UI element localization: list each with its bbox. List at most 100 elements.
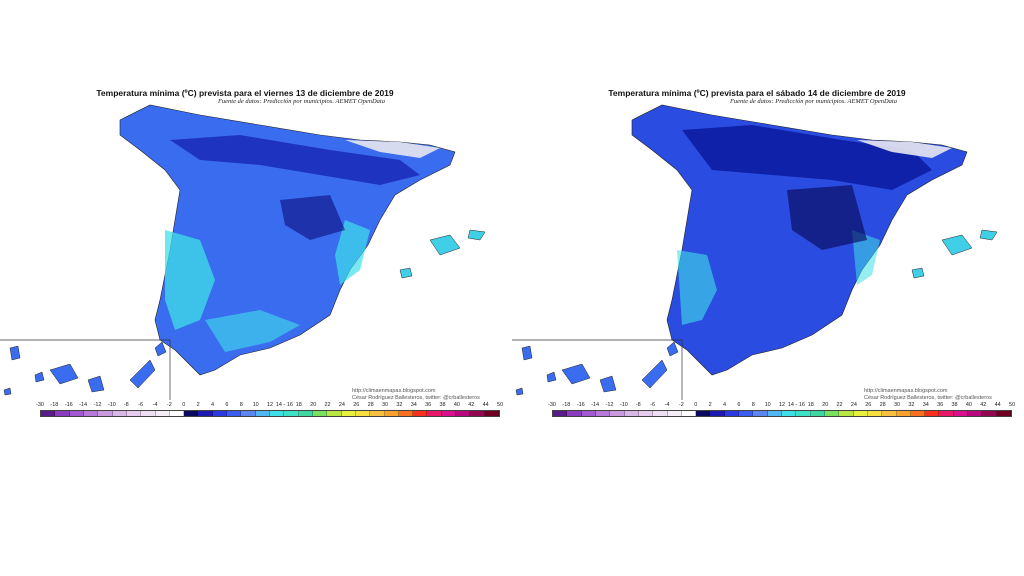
legend-tick-label: 28 (879, 402, 886, 408)
cyan-zone-east (335, 220, 370, 285)
legend-color-swatch (853, 411, 868, 416)
legend-color-swatch (696, 411, 711, 416)
canary-islands (515, 341, 679, 396)
legend-color-swatch (810, 411, 825, 416)
legend-color-swatch (767, 411, 782, 416)
balearic-islands (399, 229, 486, 279)
legend-tick-label: 26 (865, 402, 872, 408)
legend-tick-label: -10 (107, 402, 116, 408)
source-text: Fuente de datos: Predicción por municipi… (217, 98, 385, 105)
legend-tick-label: -12 (93, 402, 102, 408)
temperature-map-saturday (512, 104, 998, 400)
legend-color-swatch (739, 411, 754, 416)
legend-color-swatch (595, 411, 611, 416)
legend-color-swatch (327, 411, 342, 416)
legend-tick-label: -2 (166, 402, 172, 408)
legend-color-swatch (155, 411, 170, 416)
legend-color-swatch (241, 411, 256, 416)
legend-tick-label: 18 (807, 402, 814, 408)
legend-tick-label: 6 (225, 402, 229, 408)
snow-pyrenees (857, 140, 952, 158)
cyan-zone-west (677, 250, 717, 325)
legend-color-swatch (796, 411, 811, 416)
legend-tick-label: 20 (822, 402, 829, 408)
legend-tick-label: 30 (381, 402, 389, 408)
cyan-zone-west (165, 230, 215, 330)
legend-tick-label: -30 (36, 402, 44, 408)
legend-tick-label: 40 (965, 402, 972, 408)
cyan-zone-east (852, 230, 880, 285)
legend-tick-label: -4 (152, 402, 158, 408)
legend-tick-label: 38 (439, 402, 446, 408)
credit-url: http://climaenmapas.blogspot.com (352, 388, 436, 394)
legend-color-swatch (55, 411, 70, 416)
balearic-islands (911, 229, 998, 279)
legend-tick-label: 32 (908, 402, 915, 408)
legend-color-swatch (782, 411, 797, 416)
legend-color-swatch (968, 411, 983, 416)
legend-color-swatch (910, 411, 926, 416)
map-title: Temperatura mínima (ºC) prevista para el… (608, 88, 906, 98)
legend-color-swatch (553, 411, 568, 416)
legend-tick-label: -2 (678, 402, 684, 408)
legend-color-swatch (667, 411, 682, 416)
legend-tick-label: 34 (410, 402, 417, 408)
legend-color-swatch (427, 411, 442, 416)
legend-color-swatch (925, 411, 940, 416)
legend-tick-label: 42 (980, 402, 987, 408)
legend-color-swatch (198, 411, 213, 416)
temperature-legend: -30 -18 -16 -14 -12 -10 -8 -6 -4 -2 0 2 4 6 8 10 12 14 - … (548, 402, 1016, 424)
legend-tick-label: 38 (951, 402, 958, 408)
legend-color-swatch (441, 411, 457, 416)
canary-islands (3, 341, 167, 396)
legend-tick-label: -8 (635, 402, 641, 408)
legend-tick-label: 34 (922, 402, 929, 408)
temperature-map-friday (0, 104, 486, 400)
legend-tick-label: -14 (591, 402, 600, 408)
map-panel-saturday: Temperatura mínima (ºC) prevista para el… (512, 80, 1016, 425)
legend-color-swatch (284, 411, 299, 416)
legend-tick-label: 8 (751, 402, 755, 408)
legend-tick-label: 18 (295, 402, 302, 408)
legend-tick-label: 14 - 16 (275, 402, 293, 408)
legend-color-swatch (753, 411, 768, 416)
legend-color-swatch (839, 411, 854, 416)
credit-author: César Rodríguez Ballesteros, twitter: @c… (864, 395, 992, 401)
dark-core-center (787, 185, 867, 250)
credit-url: http://climaenmapas.blogspot.com (864, 388, 948, 394)
legend-color-swatch (710, 411, 725, 416)
legend-bar (552, 410, 1012, 417)
legend-color-swatch (567, 411, 582, 416)
legend-color-swatch (638, 411, 654, 416)
legend-color-swatch (882, 411, 897, 416)
legend-tick-label: -8 (123, 402, 129, 408)
legend-tick-label: 10 (764, 402, 771, 408)
canary-inset-frame (512, 339, 683, 400)
legend-tick-label: 50 (1008, 402, 1016, 408)
legend-color-swatch (398, 411, 414, 416)
legend-color-swatch (184, 411, 199, 416)
credit-author: César Rodríguez Ballesteros, twitter: @c… (352, 395, 480, 401)
legend-color-swatch (824, 411, 840, 416)
legend-color-swatch (298, 411, 313, 416)
legend-tick-label: 36 (937, 402, 944, 408)
legend-tick-label: 2 (708, 402, 712, 408)
legend-color-swatch (112, 411, 127, 416)
legend-color-swatch (126, 411, 142, 416)
legend-color-swatch (83, 411, 99, 416)
legend-color-swatch (484, 411, 499, 416)
legend-bar (40, 410, 500, 417)
legend-tick-label: 12 (266, 402, 274, 408)
legend-tick-label: 4 (210, 402, 215, 408)
legend-color-swatch (996, 411, 1011, 416)
legend-color-swatch (270, 411, 285, 416)
dark-core-center (280, 195, 345, 240)
legend-color-swatch (610, 411, 625, 416)
legend-tick-label: 40 (453, 402, 460, 408)
legend-tick-label: 4 (722, 402, 727, 408)
legend-tick-label: 22 (324, 402, 331, 408)
cyan-zone-south (205, 310, 300, 352)
legend-tick-label: 2 (196, 402, 200, 408)
snow-pyrenees (345, 140, 440, 158)
temperature-legend: -30 -18 -16 -14 -12 -10 -8 -6 -4 -2 0 2 4 6 8 10 12 14 - … (36, 402, 503, 424)
